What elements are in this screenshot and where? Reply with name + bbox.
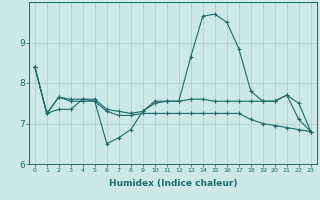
X-axis label: Humidex (Indice chaleur): Humidex (Indice chaleur)	[108, 179, 237, 188]
